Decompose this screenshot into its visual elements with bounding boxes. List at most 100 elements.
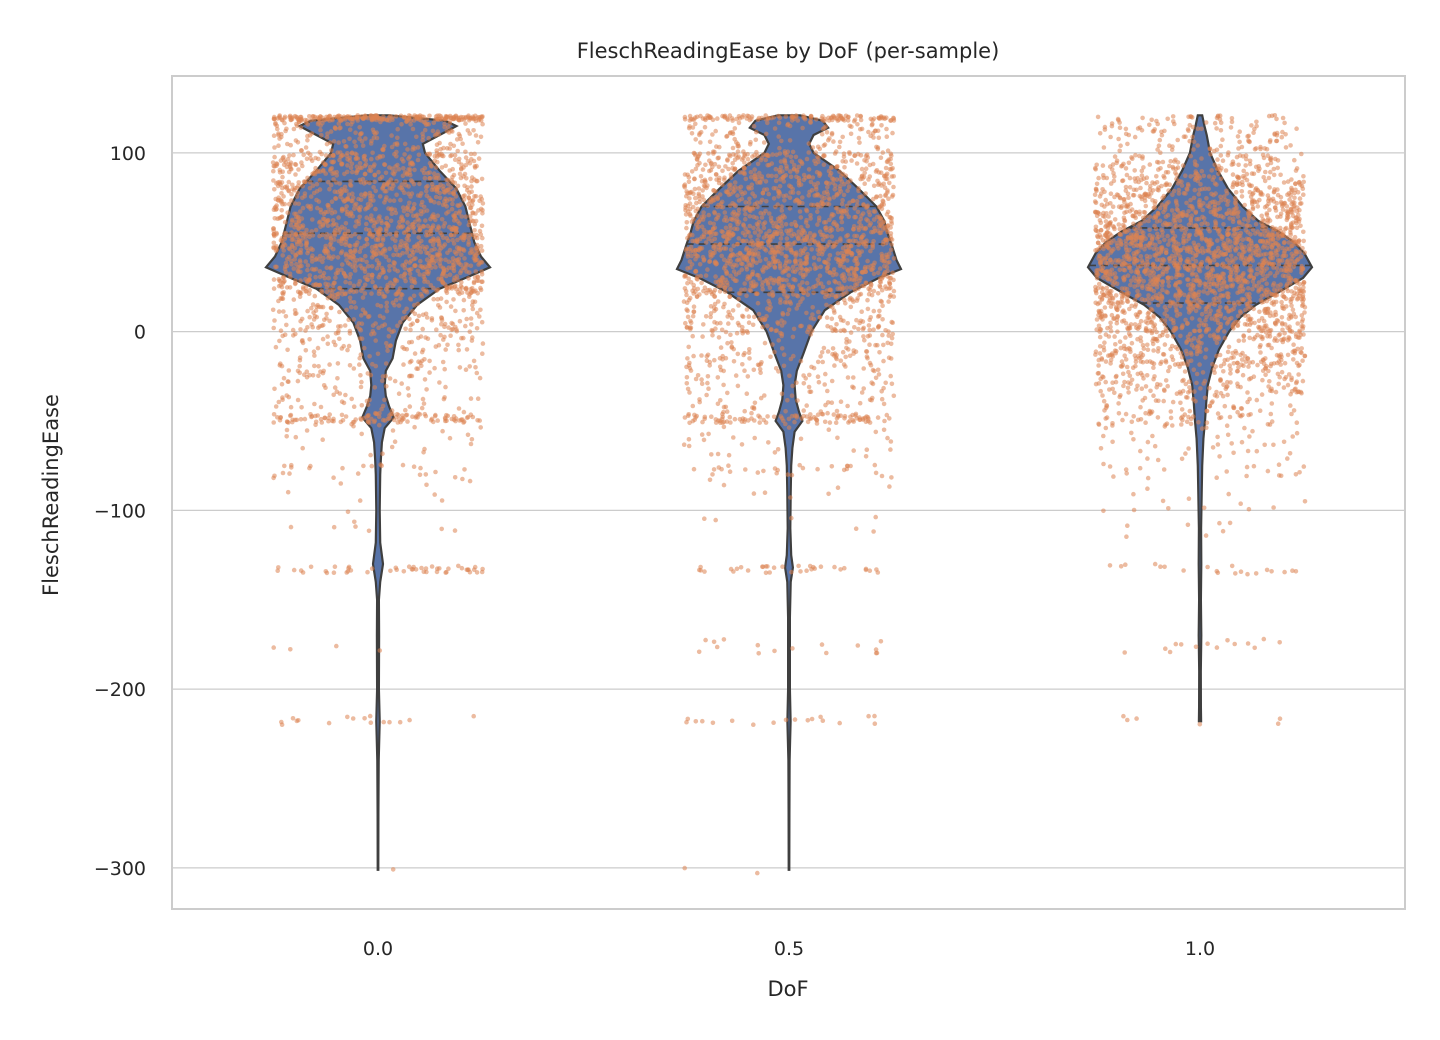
data-point bbox=[767, 228, 772, 234]
data-point bbox=[726, 452, 732, 458]
data-point bbox=[832, 151, 838, 156]
data-point bbox=[832, 219, 837, 225]
data-point bbox=[698, 174, 704, 179]
data-point bbox=[760, 324, 765, 330]
data-point bbox=[282, 201, 288, 207]
data-point bbox=[812, 266, 818, 272]
data-point bbox=[346, 343, 352, 349]
data-point bbox=[453, 226, 459, 232]
data-point bbox=[804, 280, 810, 286]
data-point bbox=[839, 201, 845, 207]
data-point bbox=[843, 173, 849, 178]
data-point bbox=[429, 318, 435, 323]
data-point bbox=[332, 233, 338, 238]
data-point bbox=[872, 260, 877, 266]
data-point bbox=[316, 168, 321, 174]
data-point bbox=[840, 349, 846, 355]
data-point bbox=[1283, 145, 1289, 150]
data-point bbox=[807, 372, 812, 378]
data-point bbox=[361, 415, 367, 421]
data-point bbox=[474, 570, 480, 575]
data-point bbox=[766, 191, 771, 197]
data-point bbox=[318, 127, 323, 133]
data-point bbox=[815, 466, 820, 472]
data-point bbox=[410, 221, 416, 227]
data-point bbox=[747, 214, 752, 219]
data-point bbox=[335, 294, 341, 300]
data-point bbox=[406, 393, 412, 398]
data-point bbox=[795, 398, 800, 403]
data-point bbox=[888, 161, 894, 167]
data-point bbox=[833, 206, 839, 211]
data-point bbox=[790, 190, 796, 195]
data-point bbox=[800, 280, 805, 285]
data-point bbox=[739, 267, 745, 272]
data-point bbox=[820, 237, 826, 242]
data-point bbox=[873, 128, 878, 133]
data-point bbox=[835, 300, 841, 306]
data-point bbox=[405, 207, 411, 213]
data-point bbox=[888, 151, 894, 157]
data-point bbox=[783, 717, 789, 723]
data-point bbox=[345, 209, 350, 215]
data-point bbox=[826, 196, 832, 201]
data-point bbox=[816, 159, 821, 165]
data-point bbox=[428, 198, 434, 204]
data-point bbox=[864, 217, 869, 222]
data-point bbox=[744, 391, 750, 397]
data-point bbox=[353, 143, 359, 149]
data-point bbox=[372, 173, 378, 178]
data-point bbox=[1170, 144, 1175, 149]
data-point bbox=[850, 297, 855, 303]
data-point bbox=[455, 148, 461, 154]
data-point bbox=[380, 323, 385, 329]
data-point bbox=[331, 475, 336, 481]
data-point bbox=[763, 157, 768, 163]
data-point bbox=[842, 565, 847, 571]
data-point bbox=[1210, 177, 1215, 182]
data-point bbox=[789, 413, 795, 419]
data-point bbox=[833, 293, 839, 299]
data-point bbox=[278, 158, 284, 163]
data-point bbox=[398, 296, 403, 301]
data-point bbox=[308, 203, 314, 209]
data-point bbox=[331, 392, 337, 398]
data-point bbox=[377, 214, 382, 219]
data-point bbox=[283, 260, 289, 266]
data-point bbox=[297, 363, 303, 369]
data-point bbox=[867, 342, 872, 348]
data-point bbox=[469, 338, 475, 343]
data-point bbox=[880, 150, 886, 155]
data-point bbox=[798, 215, 804, 220]
data-point bbox=[851, 385, 856, 391]
data-point bbox=[326, 179, 331, 185]
data-point bbox=[329, 148, 334, 153]
data-point bbox=[408, 327, 413, 333]
data-point bbox=[736, 154, 741, 159]
data-point bbox=[417, 181, 422, 187]
data-point bbox=[298, 319, 303, 324]
data-point bbox=[343, 414, 349, 419]
data-point bbox=[473, 257, 479, 263]
data-point bbox=[873, 375, 879, 381]
data-point bbox=[882, 418, 887, 424]
data-point bbox=[818, 354, 823, 359]
data-point bbox=[380, 374, 386, 379]
data-point bbox=[778, 236, 784, 241]
data-point bbox=[309, 266, 315, 272]
data-point bbox=[347, 136, 352, 142]
data-point bbox=[759, 215, 765, 220]
data-point bbox=[816, 193, 821, 198]
data-point bbox=[325, 218, 331, 224]
data-point bbox=[461, 409, 467, 415]
data-point bbox=[701, 210, 706, 215]
data-point bbox=[697, 262, 703, 267]
data-point bbox=[770, 233, 775, 238]
data-point bbox=[285, 379, 291, 384]
data-point bbox=[457, 171, 463, 177]
data-point bbox=[689, 253, 694, 259]
data-point bbox=[847, 151, 852, 156]
data-point bbox=[744, 238, 749, 244]
data-point bbox=[316, 364, 321, 369]
data-point bbox=[363, 136, 368, 141]
